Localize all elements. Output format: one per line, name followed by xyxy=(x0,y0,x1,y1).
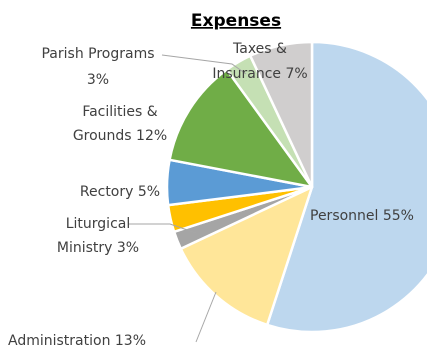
slice-labels: Personnel 55% Administration 13% Liturgica… xyxy=(8,41,414,348)
pie-slice-personnel xyxy=(265,40,427,334)
slice-label-personnel: Personnel 55% xyxy=(310,208,414,224)
leader-line-liturgical-ministry xyxy=(128,223,197,234)
pie-slice-administration xyxy=(179,185,314,327)
leader-lines xyxy=(128,54,247,343)
pie-slice-facilities-and-grounds xyxy=(168,68,314,189)
chart-title: Expenses xyxy=(191,11,281,31)
slice-label-facilities-and-grounds: Facilities & Grounds 12% xyxy=(73,104,167,144)
slice-label-liturgical-ministry: Liturgical Ministry 3% xyxy=(57,216,139,256)
leader-line-administration xyxy=(195,291,217,343)
slice-label-administration: Administration 13% xyxy=(8,333,146,348)
slice-label-taxes-and-insurance: Taxes & Insurance 7% xyxy=(212,41,307,82)
leader-line-parish-programs xyxy=(161,54,247,75)
pie-slice-taxes-and-insurance xyxy=(249,40,314,189)
slice-label-rectory: Rectory 5% xyxy=(80,184,160,200)
slice-label-parish-programs: Parish Programs 3% xyxy=(41,46,154,88)
pie-slices xyxy=(165,40,427,334)
